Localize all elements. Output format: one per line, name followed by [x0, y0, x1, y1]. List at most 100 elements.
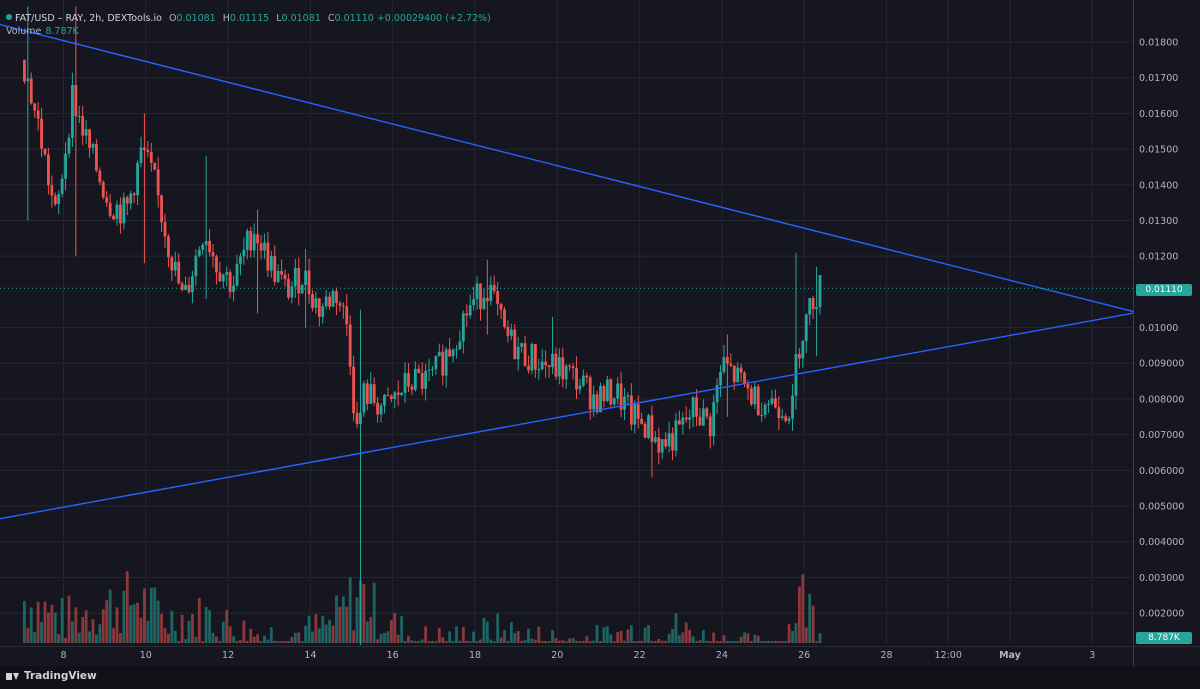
volume-bar	[379, 633, 383, 643]
candle-body	[482, 297, 486, 309]
candle-body	[684, 417, 688, 420]
volume-bar	[187, 620, 191, 643]
candle-body	[660, 439, 664, 453]
volume-bar	[605, 626, 609, 643]
volume-bar	[184, 639, 187, 643]
candle-body	[705, 408, 709, 417]
candle-body	[647, 415, 650, 438]
volume-bar	[818, 633, 822, 643]
candle-body	[516, 346, 520, 360]
candle-body	[650, 415, 654, 442]
candle-body	[307, 270, 311, 295]
volume-bar	[736, 641, 740, 643]
last-volume-tag: 8.787K	[1136, 632, 1192, 644]
candle-body	[273, 256, 277, 282]
volume-bar	[695, 641, 698, 643]
candle-body	[297, 267, 301, 294]
candle-body	[67, 137, 71, 154]
volume-bar	[561, 640, 565, 643]
volume-bar	[389, 620, 393, 643]
volume-bar	[485, 621, 489, 643]
volume-bar	[252, 636, 256, 643]
candle-body	[431, 368, 434, 370]
candle-body	[520, 343, 524, 347]
candle-body	[413, 368, 417, 390]
volume-bar	[472, 631, 476, 643]
candle-body	[369, 384, 373, 404]
candle-body	[489, 284, 493, 302]
volume-bar	[410, 640, 414, 643]
candle-body	[280, 271, 283, 275]
y-tick-label: 0.01000	[1139, 323, 1178, 334]
candle-body	[211, 252, 215, 257]
tradingview-brand[interactable]: TradingView	[6, 670, 97, 682]
candle-body	[444, 349, 448, 376]
volume-bar	[407, 635, 410, 643]
volume-bar	[153, 587, 157, 643]
volume-bar	[273, 641, 277, 643]
volume-bar	[756, 635, 760, 643]
volume-bar	[657, 638, 661, 643]
x-tick-label: 22	[634, 650, 646, 661]
volume-bar	[245, 641, 249, 643]
volume-bar	[40, 621, 43, 643]
candle-body	[57, 194, 61, 205]
candle-body	[698, 416, 702, 426]
candle-body	[492, 284, 496, 292]
candle-body	[767, 403, 770, 405]
volume-bar	[235, 641, 239, 643]
volume-bar	[156, 600, 160, 643]
volume-bar	[266, 639, 270, 643]
volume-bar	[784, 641, 788, 643]
volume-bar	[760, 641, 764, 643]
candle-body	[311, 294, 314, 308]
candle-body	[71, 84, 74, 138]
volume-bar	[516, 631, 520, 643]
candle-body	[677, 420, 681, 425]
candle-body	[619, 383, 623, 410]
symbol-name[interactable]: FAT/USD – RAY, 2h, DEXTools.io	[15, 13, 162, 24]
candle-body	[341, 305, 345, 307]
volume-bar	[331, 625, 335, 643]
time-axis-labels: 8 10 12 14 16 18 20 22 24 26 28 12:00 May 3	[60, 650, 1095, 661]
volume-bar	[633, 641, 637, 643]
candle-body	[475, 283, 479, 300]
volume-bar	[91, 619, 95, 643]
candle-body	[191, 276, 194, 293]
candle-body	[317, 298, 321, 317]
volume-bar	[132, 604, 136, 643]
volume-bar	[660, 640, 664, 643]
candle-body	[479, 283, 482, 309]
candle-body	[249, 230, 253, 251]
volume-bar	[43, 601, 47, 643]
candle-body	[386, 394, 390, 396]
candle-body	[372, 384, 376, 403]
volume-bar	[458, 640, 462, 643]
candle-body	[167, 236, 170, 258]
volume-bar	[715, 641, 719, 643]
candle-body	[335, 290, 338, 304]
volume-bar	[424, 626, 428, 643]
volume-bar	[455, 626, 458, 643]
candle-body	[712, 402, 716, 437]
candle-body	[101, 182, 105, 198]
candle-body	[424, 370, 428, 389]
candle-body	[88, 129, 91, 148]
volume-label[interactable]: Volume	[6, 26, 42, 37]
volume-bar	[239, 640, 242, 643]
candle-body	[561, 357, 565, 380]
volume-bar	[626, 629, 630, 643]
candle-body	[499, 303, 503, 310]
candle-body	[235, 263, 239, 286]
candle-body	[197, 249, 201, 256]
volume-bar	[201, 641, 205, 643]
volume-bar	[557, 640, 561, 643]
volume-bar	[581, 641, 585, 643]
candle-body	[50, 185, 54, 196]
candle-body	[746, 384, 750, 389]
x-tick-label: May	[999, 650, 1022, 661]
candle-body	[156, 169, 160, 196]
candle-body	[468, 305, 472, 316]
candle-body	[509, 329, 513, 336]
